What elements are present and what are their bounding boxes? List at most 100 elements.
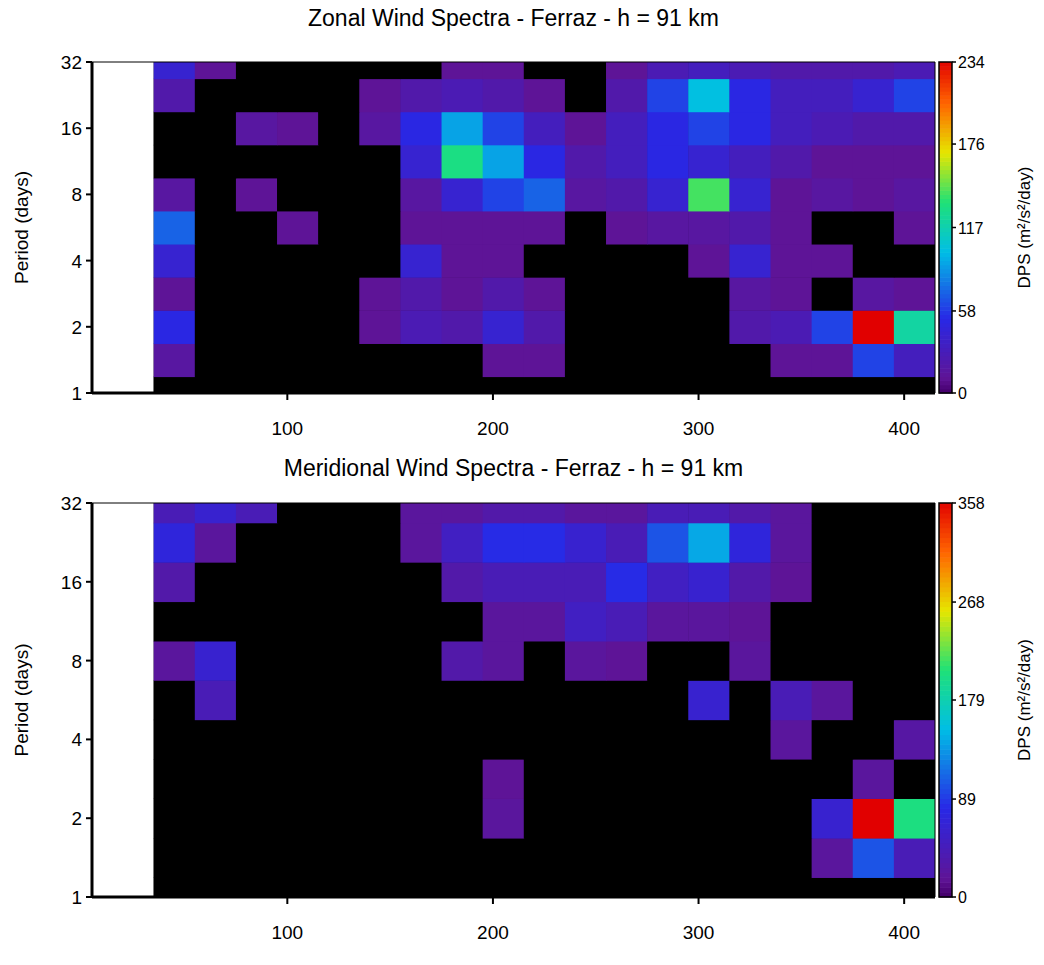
cell xyxy=(853,145,895,179)
cell xyxy=(400,112,442,146)
cell xyxy=(154,602,196,642)
colorbar-step xyxy=(939,199,952,204)
cell xyxy=(442,720,484,760)
cell xyxy=(442,641,484,681)
cell xyxy=(812,211,854,245)
colorbar-step xyxy=(939,808,952,814)
cell xyxy=(647,277,689,311)
cell xyxy=(483,602,525,642)
cell xyxy=(688,79,730,113)
cell xyxy=(688,112,730,146)
cell xyxy=(442,759,484,799)
colorbar-step xyxy=(939,364,952,369)
cell xyxy=(154,877,196,897)
cell xyxy=(647,79,689,113)
colorbar-step xyxy=(939,298,952,303)
colorbar-step xyxy=(939,99,952,104)
cell xyxy=(729,145,771,179)
cell xyxy=(729,62,771,79)
colorbar-step xyxy=(939,572,952,578)
colorbar-step xyxy=(939,190,952,195)
colorbar-step xyxy=(939,626,952,632)
cell xyxy=(483,62,525,79)
colorbar-step xyxy=(939,537,952,543)
cell xyxy=(647,62,689,79)
cell xyxy=(853,244,895,278)
colorbar-step xyxy=(939,513,952,519)
colorbar-step xyxy=(939,715,952,721)
cell xyxy=(236,602,278,642)
cell xyxy=(771,343,813,377)
colorbar-step xyxy=(939,700,952,706)
colorbar-step xyxy=(939,646,952,652)
cell xyxy=(524,523,566,563)
colorbar-step xyxy=(939,823,952,829)
cell xyxy=(277,244,319,278)
colorbar-tick-label: 0 xyxy=(958,889,967,906)
cell xyxy=(812,680,854,720)
cell xyxy=(647,112,689,146)
cell xyxy=(524,112,566,146)
cell xyxy=(483,877,525,897)
colorbar-step xyxy=(939,108,952,113)
colorbar-step xyxy=(939,882,952,888)
colorbar-step xyxy=(939,843,952,849)
colorbar-step xyxy=(939,818,952,824)
colorbar-step xyxy=(939,670,952,676)
colorbar-step xyxy=(939,186,952,191)
cell xyxy=(894,277,935,311)
colorbar-step xyxy=(939,528,952,534)
cell xyxy=(195,838,237,878)
cell xyxy=(812,759,854,799)
x-tick-label: 200 xyxy=(477,418,509,439)
cell xyxy=(483,377,525,393)
cell xyxy=(606,838,648,878)
missing-data xyxy=(92,503,154,897)
colorbar-step xyxy=(939,343,952,348)
cell xyxy=(483,798,525,838)
cell xyxy=(606,145,648,179)
frame xyxy=(935,62,936,393)
cell xyxy=(894,244,935,278)
cell xyxy=(894,145,935,179)
cell xyxy=(647,877,689,897)
cell xyxy=(812,602,854,642)
cell xyxy=(318,178,360,212)
cell xyxy=(195,277,237,311)
colorbar-step xyxy=(939,79,952,84)
colorbar-tick xyxy=(952,798,956,800)
colorbar-step xyxy=(939,306,952,311)
cell xyxy=(524,838,566,878)
colorbar-step xyxy=(939,203,952,208)
cell xyxy=(195,79,237,113)
cell xyxy=(400,798,442,838)
cell xyxy=(359,211,401,245)
y-tick-label: 2 xyxy=(71,808,82,829)
colorbar-step xyxy=(939,636,952,642)
cell xyxy=(195,798,237,838)
colorbar-step xyxy=(939,219,952,224)
cell xyxy=(195,877,237,897)
cell xyxy=(853,377,895,393)
cell xyxy=(647,562,689,602)
colorbar-step xyxy=(939,774,952,780)
cell xyxy=(853,602,895,642)
colorbar-step xyxy=(939,339,952,344)
colorbar-step xyxy=(939,503,952,509)
colorbar-step xyxy=(939,872,952,878)
colorbar-step xyxy=(939,277,952,282)
cell xyxy=(359,523,401,563)
cell xyxy=(606,641,648,681)
colorbar-step xyxy=(939,887,952,893)
cell xyxy=(442,244,484,278)
cell xyxy=(853,798,895,838)
cell xyxy=(318,641,360,681)
colorbar-step xyxy=(939,705,952,711)
cell xyxy=(729,798,771,838)
cell xyxy=(565,720,607,760)
colorbar-step xyxy=(939,562,952,568)
cell xyxy=(524,343,566,377)
cell xyxy=(236,641,278,681)
y-tick xyxy=(86,502,92,504)
cell xyxy=(400,562,442,602)
